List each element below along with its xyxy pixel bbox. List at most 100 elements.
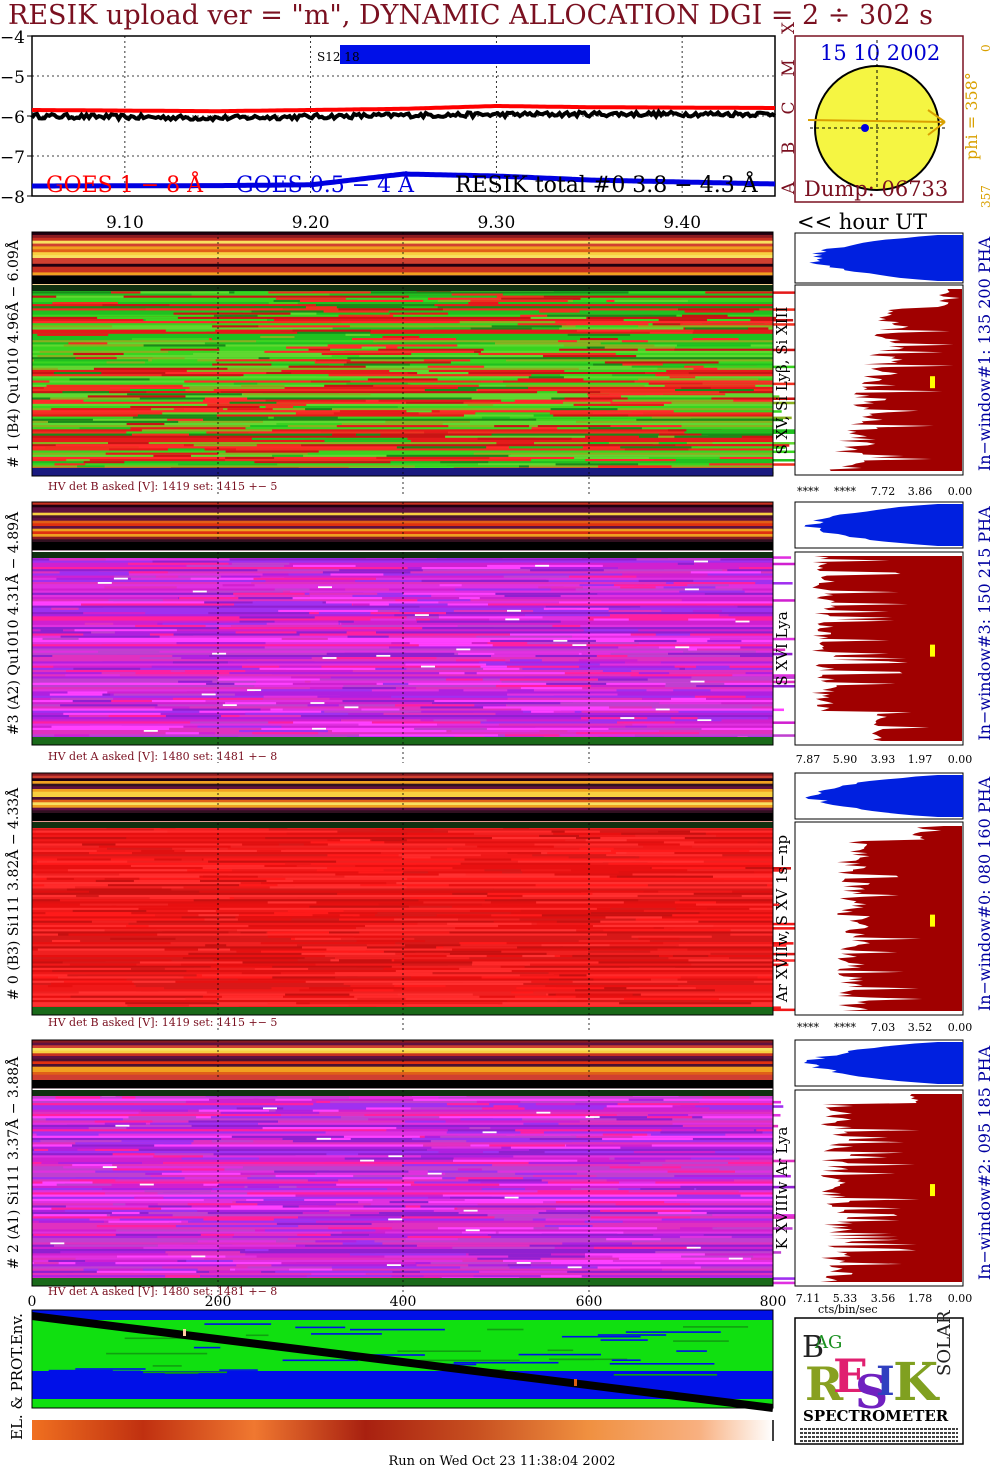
spectrum-segment [414,1262,551,1265]
spectrum-segment [179,597,239,600]
spectrum-row [32,714,773,718]
spectrum-row [32,321,773,324]
spectrum-segment [463,401,491,405]
spectrum-segment [446,678,483,682]
spectrum-segment [103,386,229,390]
spectrum-row [32,367,773,371]
spectrum-segment [271,352,412,356]
spectrum-row [32,597,773,600]
spectrum-segment [554,873,633,877]
spectrum-segment [649,331,693,335]
spectrum-segment [198,948,231,952]
spectrum-segment [536,901,624,904]
spectrum-row [32,834,773,838]
spectrum-segment [690,418,783,422]
spectrum-segment [658,433,702,437]
spectrum-row [32,333,773,337]
spectrum-segment [126,978,238,982]
spectrum-segment [467,403,494,407]
spectrum-segment [392,982,524,986]
spectrum-segment [658,442,687,445]
spectrum-segment [173,633,300,637]
spectrum-row [32,980,773,984]
spectrum-segment [558,1227,658,1230]
spectrum-segment [209,1098,259,1102]
spectrum-segment [512,414,629,417]
spectrum-segment [691,624,724,628]
spectrum-row [32,1227,773,1230]
spectrum-segment [621,395,681,398]
spectrum-row [32,1166,773,1169]
spectrum-segment [501,297,581,301]
spectrum-segment [112,1203,138,1206]
spectrum-segment [486,894,523,898]
spectrum-row [32,318,773,322]
spectrum-segment [655,633,691,637]
intensity-colorbar [32,1420,773,1440]
spectrum-segment [629,967,676,971]
spectrum-strip-row [32,515,773,519]
line-identification: S XV, Si Lyβ, Si XIII [773,306,791,454]
spectrum-segment [406,1004,499,1007]
spectrum-strip-row [32,807,773,811]
spectrum-segment [643,633,764,637]
spectrum-segment [547,314,677,318]
env-stripe [219,1369,258,1371]
spectrum-segment [181,657,312,660]
spectrum-segment [447,922,532,926]
spectrum-row [32,586,773,589]
spectrum-segment [375,909,458,913]
spectrum-segment [32,721,158,724]
spectrum-segment [127,393,242,396]
spectrum-segment [604,361,719,364]
spectrum-segment [130,405,260,409]
spectrum-row [32,1148,773,1152]
resik-logo: B AG R E S I K SOLAR SPECTROMETER [794,1310,964,1445]
spectrum-segment [263,1198,305,1202]
spectrum-segment [221,1137,283,1141]
spectrum-segment [634,639,677,643]
spectrum-row [32,845,773,849]
spectrum-segment [494,652,579,656]
spectrum-strip-row [32,531,773,535]
spectrum-segment [92,418,168,422]
spectrum-segment [370,1203,478,1206]
bottom-axis-tick: 0 [28,1294,37,1310]
spectrum-segment [274,620,339,624]
spectrum-segment [83,461,125,464]
spectrum-row [32,862,773,866]
spectrum-segment [645,372,689,375]
spectrum-segment [213,314,258,318]
spectrum-segment [503,1218,533,1222]
spectrum-edge-band [32,822,773,828]
spectrum-segment [578,367,658,371]
spectrum-segment [191,293,256,297]
spectrum-segment [188,1220,316,1224]
spectrum-segment [657,1211,707,1215]
spectrum-segment [301,1116,440,1119]
env-stripe [143,1371,227,1374]
spectrum-segment [492,1214,579,1217]
spectrum-row [32,590,773,594]
spectrum-segment [627,654,740,658]
spectrum-segment [143,344,226,347]
spectrum-segment [49,693,103,697]
spectrum-strip-row [32,526,773,530]
spectrum-segment [259,342,285,345]
spectrum-segment [491,654,536,658]
spectrum-segment [672,954,709,958]
spectrum-segment [344,1157,454,1161]
spectrum-segment [105,558,230,561]
spectrum-row [32,359,773,362]
spectrum-segment [324,710,454,714]
resik-coverage-bar [340,45,590,64]
env-band [32,1371,773,1377]
spectrum-row [32,427,773,430]
spectrum-segment [155,575,179,579]
spectrum-segment [446,954,487,958]
spectrum-row [32,858,773,861]
spectrum-segment [593,1246,697,1250]
spectrum-segment [643,845,692,849]
spectrum-segment [454,644,493,647]
spectrum-segment [576,329,653,333]
